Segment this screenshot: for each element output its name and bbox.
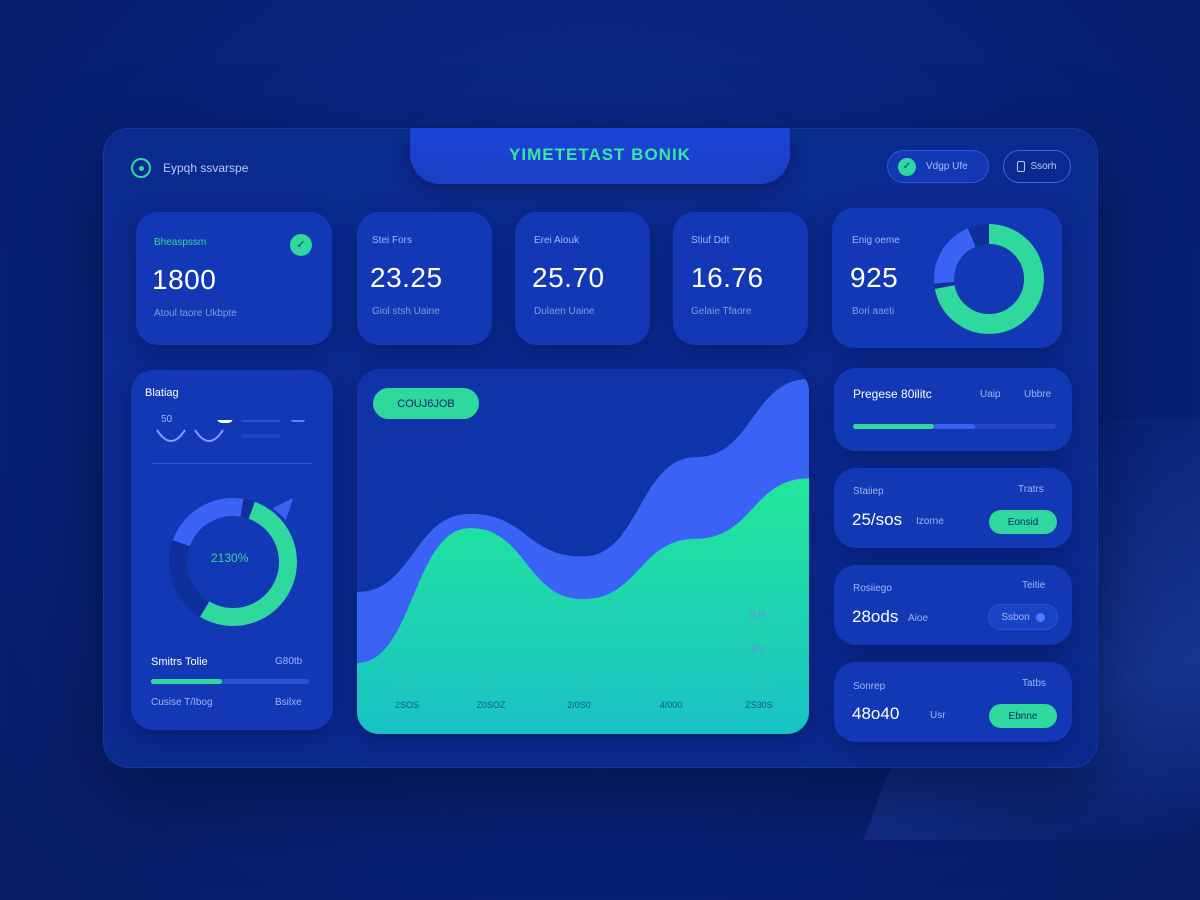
arrow-icon — [273, 498, 293, 520]
metric-row-toggle[interactable]: Ssbon — [988, 604, 1058, 630]
search-button-label: Ssorh — [1030, 161, 1057, 172]
x-tick-label: 4/000 — [660, 700, 683, 710]
y-tick-label: 2U0 — [749, 609, 766, 619]
progress-card: Pregese 80ilitc Uaip Ubbre — [834, 368, 1072, 451]
metric-row-sub: Izorne — [916, 516, 944, 527]
metric-row-sub: Usr — [930, 710, 946, 721]
title-tab: YIMETETAST BONIK — [410, 128, 790, 184]
toggle-knob-icon — [1035, 612, 1045, 622]
progress-col-1: Uaip — [980, 389, 1001, 400]
left-panel: Blatiag 50 2130% Smitrs Tolie G80tb Cusi… — [131, 370, 333, 730]
stat-card-value: 16.76 — [691, 262, 764, 293]
metric-row-right: Tatbs — [1022, 678, 1046, 689]
metric-row-3: Sonrep Tatbs 48o40 Usr Ebnne — [834, 662, 1072, 742]
progress-fill-blue — [934, 424, 975, 429]
area-chart: 2SOS Z0SOZ 2/0S0 4/000 ZS30S 2U0 JE0 — [357, 379, 809, 734]
metric-row-title: Staiiep — [853, 486, 884, 497]
metric-row-button[interactable]: Ebnne — [989, 704, 1057, 728]
y-tick-label: JE0 — [749, 645, 765, 655]
gauge-chart — [169, 498, 297, 626]
gauge-value: 2130% — [211, 551, 249, 565]
metric-row-title: Rosiiego — [853, 583, 892, 594]
metric-row-2: Rosiiego Teitie 28ods Aioe Ssbon — [834, 565, 1072, 645]
donut-chart — [934, 224, 1044, 334]
metric-row-value: 25/sos — [852, 510, 903, 529]
stat-card-subtext: Giol stsh Uaine — [372, 306, 440, 317]
donut-primary-arc — [934, 224, 1044, 334]
app-title: YIMETETAST BONIK — [509, 145, 691, 164]
brand-circle-icon — [131, 158, 151, 178]
progress-col-2: Ubbre — [1024, 389, 1052, 400]
donut-secondary-arc — [934, 224, 1044, 334]
progress-card-title: Pregese 80ilitc — [853, 387, 932, 401]
stat-card-value: 1800 — [152, 264, 217, 295]
stat-card-subtext: Bori aaeti — [852, 306, 895, 317]
stat-card-value: 925 — [850, 262, 899, 293]
stat-card-label: Enig oeme — [852, 235, 900, 246]
stat-card-label: Erei Aiouk — [534, 235, 580, 246]
left-footer-small: Cusise T/Ibog — [151, 697, 213, 708]
stat-card-label: Bheaspssm — [154, 237, 207, 248]
metric-row-toggle-label: Ssbon — [1001, 611, 1030, 623]
left-footer-right-small: Bsilxe — [275, 697, 302, 708]
left-footer-right: G80tb — [275, 656, 303, 667]
left-panel-toggle-label: 50 — [161, 414, 173, 425]
main-chart-card: 2SOS Z0SOZ 2/0S0 4/000 ZS30S 2U0 JE0 COUJ6JO… — [357, 369, 809, 734]
gauge-green-arc — [169, 498, 297, 626]
progress-track — [853, 424, 1056, 429]
x-tick-label: Z0SOZ — [476, 700, 506, 710]
left-panel-title: Blatiag — [145, 387, 179, 399]
metric-row-right: Tratrs — [1018, 484, 1044, 495]
stat-card-value: 23.25 — [370, 262, 443, 293]
stat-card-label: Stei Fors — [372, 235, 413, 246]
progress-fill-green — [853, 424, 935, 429]
stat-card-subtext: Gelaie Tfaore — [691, 306, 752, 317]
stat-card-1[interactable]: Bheaspssm ✓ 1800 Atoul taore Ukbpte — [136, 212, 332, 345]
stat-card-value: 25.70 — [532, 262, 605, 293]
stat-card-subtext: Atoul taore Ukbpte — [154, 308, 237, 319]
stat-card-subtext: Dulaen Uaine — [534, 306, 595, 317]
stat-card-3[interactable]: Erei Aiouk 25.70 Dulaen Uaine — [515, 212, 650, 345]
metric-row-1: Staiiep Tratrs 25/sos Izorne Eonsid — [834, 468, 1072, 548]
left-progress-fill — [151, 679, 223, 684]
metric-row-value: 28ods — [852, 607, 899, 626]
stat-card-label: Stiuf Ddt — [691, 235, 730, 246]
check-icon: ✓ — [898, 157, 916, 176]
metric-row-value: 48o40 — [852, 704, 900, 723]
check-icon: ✓ — [290, 234, 312, 256]
divider — [151, 463, 313, 464]
x-tick-label: ZS30S — [745, 700, 773, 710]
metric-row-title: Sonrep — [853, 681, 886, 692]
metric-row-right: Teitie — [1022, 580, 1046, 591]
metric-row-button[interactable]: Eonsid — [989, 510, 1057, 534]
brand-label: Eypqh ssvarspe — [163, 161, 249, 175]
left-progress-track — [151, 679, 309, 684]
left-panel-switches[interactable] — [151, 420, 321, 450]
left-footer-title: Smitrs Tolie — [151, 656, 208, 668]
stat-card-4[interactable]: Stiuf Ddt 16.76 Gelaie Tfaore — [673, 212, 808, 345]
status-pill-button[interactable]: ✓ Vdgp Ufe — [887, 150, 989, 183]
x-tick-label: 2/0S0 — [567, 700, 591, 710]
stat-card-2[interactable]: Stei Fors 23.25 Giol stsh Uaine — [357, 212, 492, 345]
chart-chip-button[interactable]: COUJ6JOB — [373, 388, 479, 419]
search-button[interactable]: Ssorh — [1003, 150, 1071, 183]
area-series-2 — [357, 478, 809, 734]
metric-row-sub: Aioe — [908, 613, 929, 624]
document-icon — [1017, 161, 1026, 172]
x-tick-label: 2SOS — [395, 700, 419, 710]
status-pill-label: Vdgp Ufe — [926, 161, 968, 172]
brand[interactable]: Eypqh ssvarspe — [131, 158, 248, 178]
stat-card-donut[interactable]: Enig oeme 925 Bori aaeti — [832, 208, 1062, 348]
